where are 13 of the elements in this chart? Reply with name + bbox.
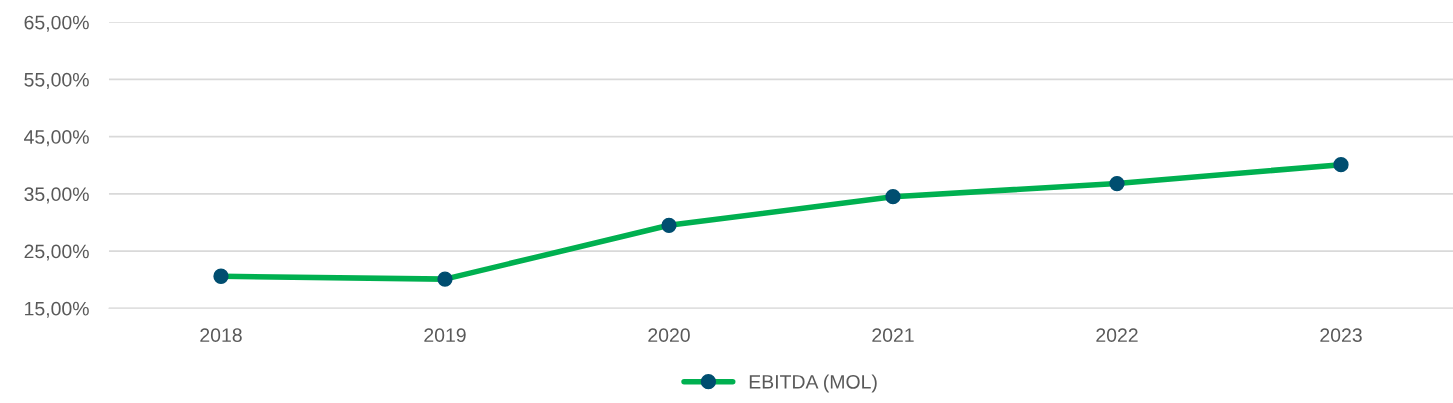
- y-tick-label: 15,00%: [25, 301, 89, 318]
- y-tick-label: 35,00%: [24, 187, 89, 204]
- x-tick-label: 2019: [424, 328, 466, 343]
- x-tick-label: 2018: [200, 328, 242, 343]
- x-tick-label: 2021: [872, 328, 914, 343]
- y-tick-label: 45,00%: [24, 130, 89, 147]
- y-tick-label: 65,00%: [24, 15, 89, 32]
- x-tick-label: 2022: [1096, 328, 1138, 343]
- y-tick-label: 55,00%: [24, 72, 89, 89]
- x-tick-label: 2020: [648, 328, 690, 343]
- legend-label: EBITDA (MOL): [749, 374, 877, 393]
- x-tick-label: 2023: [1320, 328, 1362, 343]
- y-tick-label: 25,00%: [24, 244, 89, 261]
